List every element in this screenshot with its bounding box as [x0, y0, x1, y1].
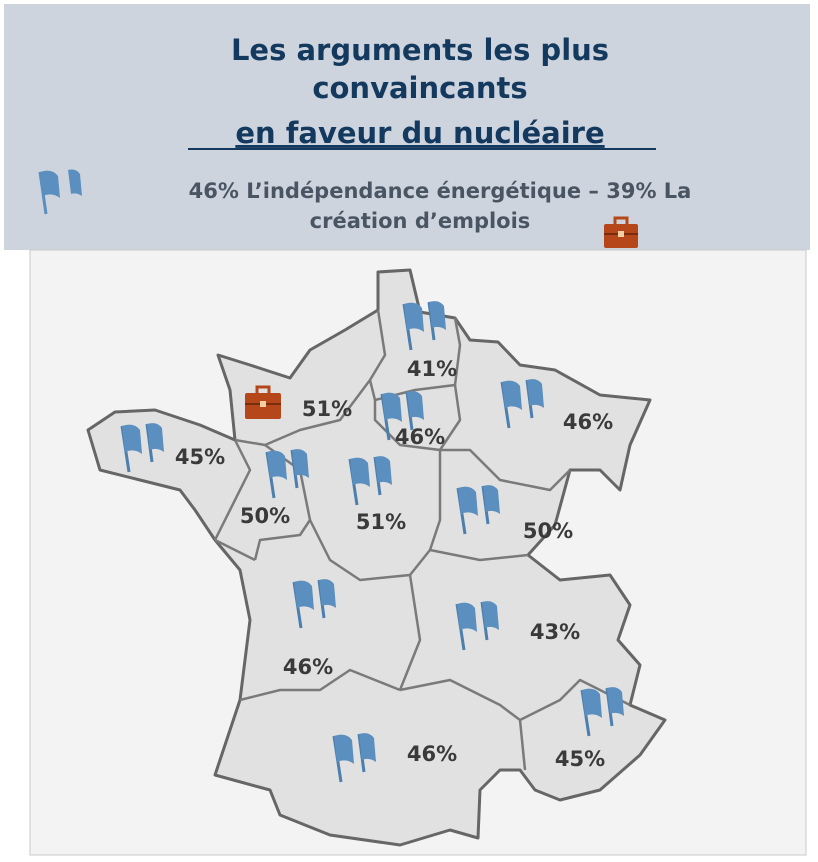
flag-cloth [292, 449, 309, 478]
region-label: 45% [555, 747, 605, 771]
flag-icon [580, 687, 624, 737]
subtitle-briefcase-icon [604, 216, 638, 248]
flag-cloth [483, 485, 500, 514]
header-panel [4, 4, 810, 250]
flag-cloth [319, 579, 336, 608]
france-outline [86, 268, 667, 847]
flag-cloth [350, 457, 370, 487]
flag-icon [402, 301, 446, 351]
flag-icon [380, 391, 424, 441]
flag-cloth [482, 601, 499, 630]
region-label: 51% [302, 397, 352, 421]
flag-cloth [147, 423, 164, 452]
flag-cloth [458, 486, 478, 516]
flag-icon [265, 449, 309, 499]
flag-icon [332, 733, 376, 783]
flag-cloth [607, 687, 624, 716]
flag-icon [455, 601, 499, 651]
title-line: Les arguments les plus [231, 33, 609, 67]
flag-cloth [582, 688, 602, 718]
region-label: 46% [395, 425, 445, 449]
flag-cloth [294, 580, 314, 610]
flag-cloth [359, 733, 376, 762]
flag-icon [292, 579, 336, 629]
region-label: 51% [356, 510, 406, 534]
briefcase-clasp [260, 401, 266, 407]
region-label: 45% [175, 445, 225, 469]
region-label: 50% [523, 519, 573, 543]
subtitle-line: création d’emplois [310, 209, 531, 233]
flag-icon [348, 456, 392, 506]
flag-cloth [457, 602, 477, 632]
region-label: 50% [240, 504, 290, 528]
subtitle-flag-icon [38, 169, 82, 215]
subtitle-line: 46% L’indépendance énergétique – 39% La [189, 179, 692, 203]
flag-cloth [502, 380, 522, 410]
briefcase-handle [255, 385, 271, 397]
flag-icon [120, 423, 164, 473]
briefcase-icon [245, 385, 281, 419]
region-label: 46% [407, 742, 457, 766]
flag-cloth [382, 392, 402, 422]
flag-cloth [429, 301, 446, 330]
region-label: 46% [283, 655, 333, 679]
flag-cloth [375, 456, 392, 485]
flag-cloth [527, 379, 544, 408]
region-label: 43% [530, 620, 580, 644]
france-map [86, 268, 667, 847]
flag-cloth [334, 734, 354, 764]
title-line: convaincants [312, 71, 527, 105]
flag-icon [500, 379, 544, 429]
flag-cloth [267, 450, 287, 480]
flag-icon [456, 485, 500, 535]
flag-cloth [122, 424, 142, 454]
title-underlined: en faveur du nucléaire [235, 116, 604, 150]
flag-cloth [404, 302, 424, 332]
region-label: 41% [407, 357, 457, 381]
flag-cloth [407, 391, 424, 420]
region-label: 46% [563, 410, 613, 434]
region-borders [213, 309, 631, 771]
